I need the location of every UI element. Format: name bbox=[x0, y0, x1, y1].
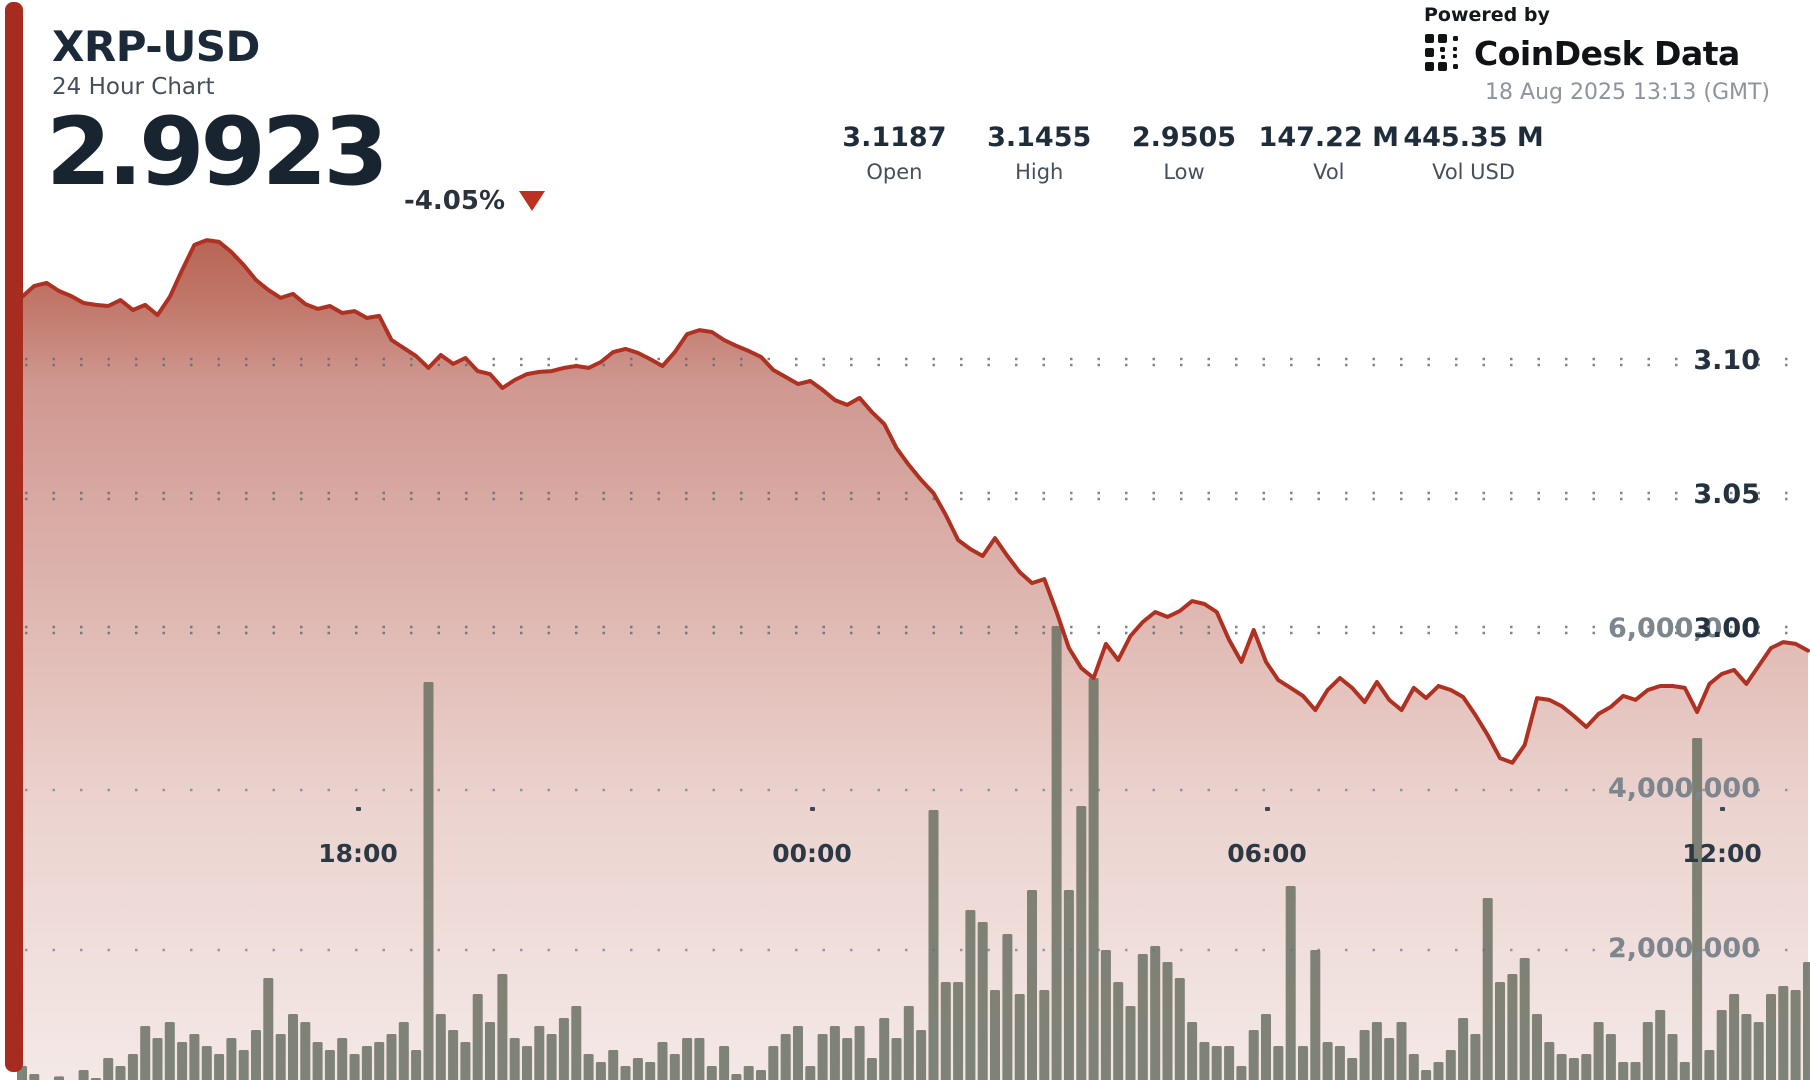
price-area-fill bbox=[22, 240, 1808, 1080]
coindesk-brand[interactable]: CoinDesk Data bbox=[1424, 32, 1770, 74]
coindesk-logo-icon bbox=[1425, 34, 1458, 71]
current-price: 2.9923 bbox=[46, 98, 389, 207]
price-line bbox=[20, 238, 1810, 765]
volume-bars bbox=[17, 626, 1810, 1080]
stat-vol: 147.22 M Vol bbox=[1256, 122, 1401, 184]
left-accent-bar bbox=[5, 2, 23, 1072]
stat-high-label: High bbox=[1015, 160, 1064, 184]
stat-high: 3.1455 High bbox=[967, 122, 1112, 184]
stat-vol-label: Vol bbox=[1313, 160, 1345, 184]
stat-open-value: 3.1187 bbox=[842, 122, 947, 153]
powered-by-label: Powered by bbox=[1424, 4, 1550, 26]
stat-vol-usd-value: 445.35 M bbox=[1403, 122, 1544, 153]
chart-timestamp: 18 Aug 2025 13:13 (GMT) bbox=[1485, 80, 1770, 105]
chart-header: XRP-USD 24 Hour Chart bbox=[52, 22, 260, 101]
down-triangle-icon bbox=[519, 191, 545, 211]
stat-low-label: Low bbox=[1163, 160, 1205, 184]
symbol-title: XRP-USD bbox=[52, 22, 260, 71]
powered-by-block: Powered by CoinDesk Data 18 bbox=[1424, 4, 1770, 105]
change-percent: -4.05% bbox=[404, 186, 505, 216]
stat-low: 2.9505 Low bbox=[1112, 122, 1257, 184]
stat-vol-usd-label: Vol USD bbox=[1432, 160, 1516, 184]
stat-open: 3.1187 Open bbox=[822, 122, 967, 184]
chart-subtitle: 24 Hour Chart bbox=[52, 74, 215, 101]
stat-high-value: 3.1455 bbox=[987, 122, 1092, 153]
stat-open-label: Open bbox=[866, 160, 923, 184]
stat-low-value: 2.9505 bbox=[1131, 122, 1237, 153]
price-change: -4.05% bbox=[404, 186, 545, 216]
coindesk-brand-text: CoinDesk Data bbox=[1474, 33, 1740, 73]
ohlc-stats-row: 3.1187 Open 3.1455 High 2.9505 Low 147.2… bbox=[822, 122, 1546, 184]
time-tick-dots bbox=[356, 807, 1725, 811]
stat-vol-usd: 445.35 M Vol USD bbox=[1401, 122, 1546, 184]
stat-vol-value: 147.22 M bbox=[1258, 122, 1400, 153]
